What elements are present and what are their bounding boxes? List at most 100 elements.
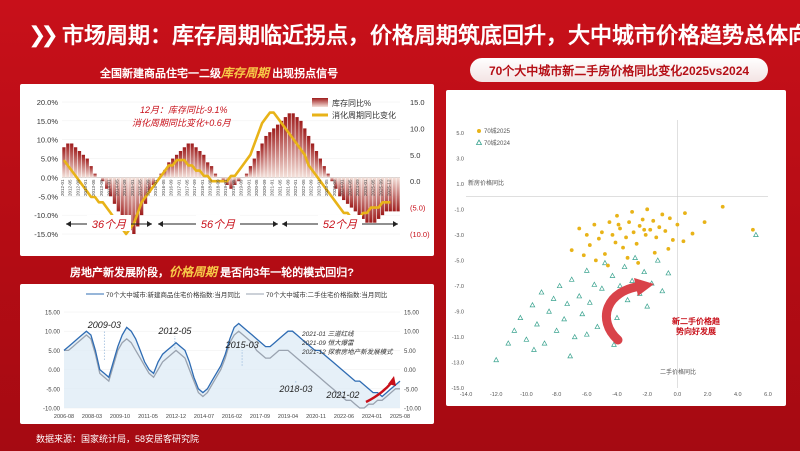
y-right-tick: 0.00: [404, 368, 416, 374]
data-source: 数据来源：国家统计局，58安居客研究院: [36, 434, 200, 444]
point-2024: [531, 346, 537, 352]
panel-b-label-highlight: 价格周期: [169, 265, 218, 279]
inventory-bar: [264, 135, 268, 178]
x-tick: 2021-01: [270, 179, 275, 196]
inventory-bar: [143, 177, 148, 204]
y-left-tick: 0.0%: [41, 173, 58, 182]
x-tick: 2020-05: [254, 179, 259, 196]
x-tick: -8.0: [552, 392, 561, 398]
point-2025: [610, 232, 615, 237]
inventory-bar: [287, 113, 291, 178]
inventory-bar: [112, 177, 117, 204]
y-tick: 5.0: [456, 131, 464, 137]
x-tick: 2018-05: [208, 179, 213, 196]
peak-label: 2021-02: [325, 390, 359, 400]
y-tick: -9.0: [455, 309, 464, 315]
scatter-title-pill: 70个大中城市新二手房价格同比变化2025vs2024: [470, 58, 768, 82]
cycle-label-bg: [87, 215, 131, 231]
point-2025: [643, 232, 648, 237]
scatter-chart: -14.0 -12.0 -10.0 -8.0 -6.0 -4.0 -2.0 0.0 2.0 4.0…: [451, 120, 772, 398]
y-tick: 1.0: [456, 182, 464, 188]
y-tick: -7.0: [455, 284, 464, 290]
x-tick: 2011-05: [138, 414, 158, 420]
inventory-bar: [233, 177, 237, 185]
page-title: 市场周期：库存周期临近拐点，价格周期筑底回升，大中城市价格趋势总体向好: [62, 23, 800, 48]
point-2025: [606, 263, 610, 268]
point-2025: [657, 225, 662, 230]
x-tick: 2014-09: [122, 179, 127, 196]
inventory-bar: [268, 132, 272, 178]
y-right-tick: 10.00: [404, 330, 420, 336]
x-tick: 2023-05: [324, 179, 329, 196]
y-left-tick: -5.00: [46, 387, 60, 393]
x-axis-label: 二手价格同比: [660, 368, 696, 376]
inventory-bar: [174, 154, 179, 178]
point-2024: [644, 303, 651, 309]
price-cycle-chart: 70个大中城市:新建商品住宅价格指数:当月同比 70个大中城市:二手住宅价格指数…: [43, 290, 422, 420]
y-right-tick: 15.0: [410, 98, 425, 107]
x-tick: 2008-03: [82, 414, 102, 420]
point-2025: [631, 230, 636, 235]
point-2025: [618, 226, 622, 231]
y-right-tick: -10.00: [404, 407, 422, 413]
point-2024: [546, 308, 552, 314]
x-tick: 2013-09: [99, 179, 104, 196]
inventory-bar: [229, 177, 233, 189]
y-tick: -1.0: [455, 207, 464, 213]
inventory-bar: [353, 177, 357, 212]
point-2024: [568, 276, 575, 282]
y-tick: -3.0: [455, 233, 464, 239]
point-2025: [720, 204, 725, 209]
inventory-bar: [369, 177, 373, 223]
point-2024: [586, 299, 593, 305]
price-cycle-chart-panel: 70个大中城市:新建商品住宅价格指数:当月同比 70个大中城市:二手住宅价格指数…: [20, 284, 434, 424]
inventory-bar: [338, 177, 342, 197]
y-left-tick: -5.0%: [38, 192, 58, 201]
inventory-bar: [322, 166, 326, 178]
x-tick: 2015-01: [130, 179, 135, 196]
inventory-bar: [237, 177, 241, 182]
end-arrow-head: [388, 376, 396, 386]
x-tick: 2024-01: [362, 414, 382, 420]
inventory-bar: [151, 177, 155, 185]
new-home-line: [63, 322, 401, 398]
point-2024: [753, 231, 759, 238]
x-tick: 2022-06: [334, 414, 354, 420]
x-tick: 2024-01: [340, 179, 345, 196]
point-2024: [505, 340, 512, 346]
y-right-tick: 5.00: [404, 349, 416, 355]
x-tick: 2019-04: [278, 414, 298, 420]
inventory-bar: [260, 143, 264, 178]
x-tick: 2012-09: [75, 179, 80, 196]
x-tick: -2.0: [642, 392, 651, 398]
point-2024: [556, 282, 563, 289]
x-tick: 2016-09: [169, 179, 174, 196]
point-2025: [675, 222, 680, 227]
y-right-tick: (10.0): [410, 230, 430, 239]
x-tick: 2013-05: [91, 179, 96, 196]
point-2025: [581, 253, 586, 258]
x-tick: 2017-09: [192, 179, 197, 196]
inventory-bar: [147, 177, 152, 193]
point-2024: [538, 289, 545, 295]
y-left-tick: 15.00: [45, 311, 61, 317]
inventory-bar: [252, 158, 256, 178]
x-tick: 2016-01: [153, 179, 158, 196]
point-2025: [613, 240, 618, 245]
inventory-bar: [108, 177, 113, 197]
panel-b-label: 房地产新发展阶段，价格周期 是否向3年一轮的模式回归?: [70, 263, 354, 280]
annotation-line-2: 消化周期同比变化+0.6月: [132, 118, 232, 128]
point-2024: [523, 336, 530, 342]
legend-digestion: 消化周期同比变化: [332, 110, 396, 120]
y-tick: -15.0: [451, 386, 464, 392]
inventory-bar: [198, 151, 202, 178]
x-tick: 2021-05: [278, 179, 283, 196]
panel-b-label-suffix: 是否向3年一轮的模式回归?: [220, 267, 354, 279]
x-tick: 4.0: [734, 392, 742, 398]
point-2025: [751, 227, 755, 232]
x-tick: 2006-08: [54, 414, 74, 420]
point-2025: [615, 213, 619, 218]
point-2024: [614, 314, 620, 320]
legend-2024-marker: [475, 139, 483, 145]
cycle-label: 52个月: [323, 218, 358, 231]
